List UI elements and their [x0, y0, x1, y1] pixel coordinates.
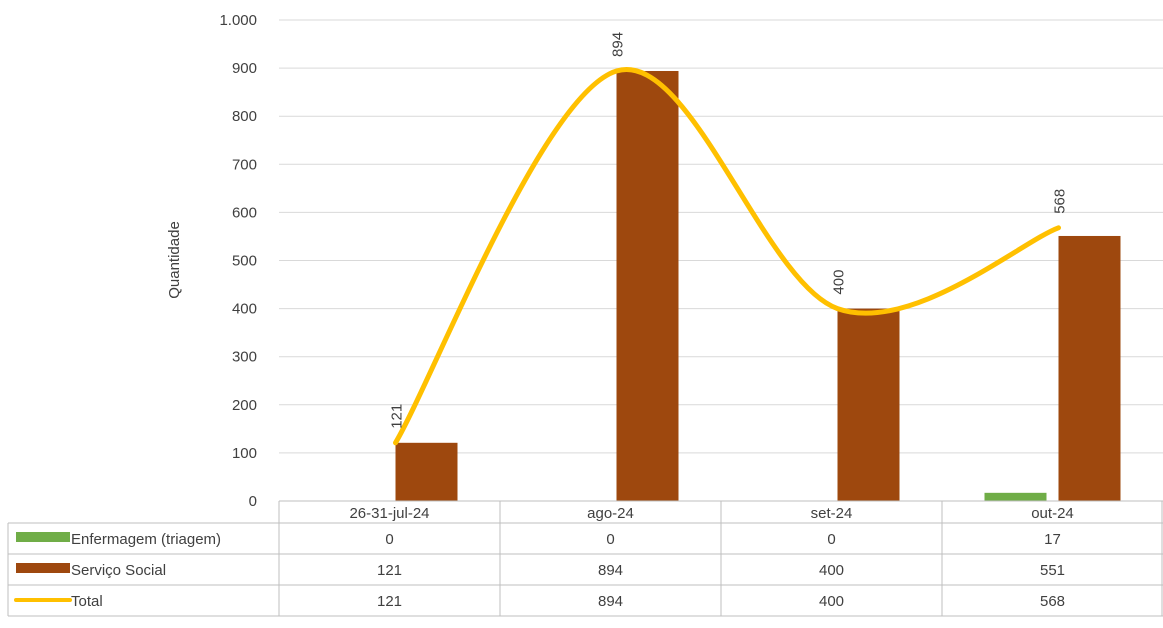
table-cell-servico-social: 894	[598, 562, 623, 579]
total-line	[393, 67, 1061, 446]
y-tick-label: 700	[232, 156, 257, 173]
legend-label-total: Total	[71, 593, 103, 610]
category-label: ago-24	[587, 505, 634, 522]
y-tick-label: 500	[232, 253, 257, 270]
data-label-total-2: 894	[610, 32, 627, 57]
legend-swatch-enfermagem-triagem	[16, 532, 70, 542]
table-cell-total: 568	[1040, 593, 1065, 610]
legend-swatch-servico-social	[16, 563, 70, 573]
gridlines	[279, 19, 1163, 502]
line-total	[393, 67, 1061, 446]
data-label-total-3: 400	[831, 270, 848, 295]
table-cell-servico-social: 121	[377, 562, 402, 579]
y-tick-label: 600	[232, 204, 257, 221]
table-cell-enfermagem-triagem: 0	[827, 531, 835, 548]
category-label: 26-31-jul-24	[349, 505, 429, 522]
table-cell-enfermagem-triagem: 0	[606, 531, 614, 548]
bar-servico-social-4	[1058, 235, 1121, 501]
table-cell-total: 121	[377, 593, 402, 610]
table-cell-total: 894	[598, 593, 623, 610]
y-tick-label: 400	[232, 301, 257, 318]
table-cell-servico-social: 551	[1040, 562, 1065, 579]
bar-enfermagem-triagem-4	[984, 492, 1047, 501]
y-tick-label: 100	[232, 445, 257, 462]
data-table: 26-31-jul-24 ago-24 set-24 out-24 Enfermagem…	[7, 500, 1163, 617]
bar-servico-social-1	[395, 442, 458, 501]
data-labels: 121 894 400 568	[389, 32, 1069, 429]
y-tick-label: 900	[232, 60, 257, 77]
legend-label-enfermagem-triagem: Enfermagem (triagem)	[71, 531, 221, 548]
bars	[395, 70, 1121, 502]
y-tick-label: 200	[232, 397, 257, 414]
bar-servico-social-2	[616, 70, 679, 502]
table-cell-servico-social: 400	[819, 562, 844, 579]
table-cell-total: 400	[819, 593, 844, 610]
data-label-total-1: 121	[389, 404, 406, 429]
y-tick-label: 300	[232, 349, 257, 366]
legend-label-servico-social: Serviço Social	[71, 562, 166, 579]
y-axis-title: Quantidade	[166, 221, 183, 299]
data-label-total-4: 568	[1052, 189, 1069, 214]
category-label: out-24	[1031, 505, 1074, 522]
y-tick-label: 1.000	[219, 12, 257, 29]
y-axis-ticks: 0 100 200 300 400 500 600 700 800 900 1.000	[219, 12, 257, 510]
table-cell-enfermagem-triagem: 17	[1044, 531, 1061, 548]
y-tick-label: 0	[249, 493, 257, 510]
y-tick-label: 800	[232, 108, 257, 125]
table-cell-enfermagem-triagem: 0	[385, 531, 393, 548]
category-label: set-24	[811, 505, 853, 522]
bar-servico-social-3	[837, 308, 900, 501]
